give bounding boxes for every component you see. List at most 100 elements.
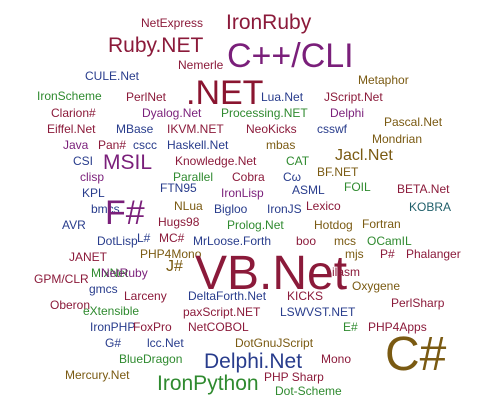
word-gmcs: gmcs bbox=[89, 282, 118, 296]
word-cule-net: CULE.Net bbox=[85, 69, 140, 83]
word-nlua: NLua bbox=[174, 199, 203, 213]
word-gpm-clr: GPM/CLR bbox=[34, 272, 89, 286]
word-deltaforth-net: DeltaForth.Net bbox=[188, 289, 267, 303]
word-c: Cω bbox=[283, 170, 302, 184]
word-parallel: Parallel bbox=[173, 170, 214, 184]
word-c-cli: C++/CLI bbox=[227, 37, 354, 75]
word-beta-net: BETA.Net bbox=[397, 182, 450, 196]
word-ocamil: OCamIL bbox=[367, 234, 412, 248]
word-nemerle: Nemerle bbox=[178, 58, 224, 72]
word-cobra: Cobra bbox=[232, 170, 265, 184]
word-clisp: clisp bbox=[80, 170, 105, 184]
word-php-sharp: PHP Sharp bbox=[264, 370, 324, 384]
word-paxscript-net: paxScript.NET bbox=[183, 305, 261, 319]
word-msil: MSIL bbox=[103, 151, 153, 174]
word-delphi: Delphi bbox=[330, 106, 365, 120]
word-netruby: NetRuby bbox=[101, 266, 148, 280]
word-mjs: mjs bbox=[345, 247, 364, 261]
word-mondrian: Mondrian bbox=[372, 132, 423, 146]
word-lua-net: Lua.Net bbox=[261, 90, 304, 104]
word-java: Java bbox=[63, 138, 89, 152]
word-php4mono: PHP4Mono bbox=[140, 247, 202, 261]
word-eiffel-net: Eiffel.Net bbox=[47, 122, 96, 136]
word-l: L# bbox=[137, 231, 151, 245]
word-oxygene: Oxygene bbox=[352, 279, 401, 293]
word-ironphp: IronPHP bbox=[90, 320, 136, 334]
word-delphi-net: Delphi.Net bbox=[204, 350, 303, 373]
word-mrloose-forth: MrLoose.Forth bbox=[193, 234, 272, 248]
word-lswvst-net: LSWVST.NET bbox=[280, 305, 356, 319]
word-bf-net: BF.NET bbox=[317, 165, 359, 179]
word-ftn95: FTN95 bbox=[160, 181, 197, 195]
word-hotdog: Hotdog bbox=[314, 218, 353, 232]
word-perlnet: PerlNet bbox=[126, 90, 167, 104]
word-processing-net: Processing.NET bbox=[221, 106, 308, 120]
word-dotgnujscript: DotGnuJScript bbox=[235, 336, 314, 350]
word-mixnet: MixNet bbox=[91, 266, 129, 280]
word-larceny: Larceny bbox=[124, 289, 167, 303]
word-asml: ASML bbox=[292, 183, 325, 197]
word-csswf: csswf bbox=[317, 122, 347, 136]
word-pan: Pan# bbox=[98, 138, 127, 152]
word-haskell-net: Haskell.Net bbox=[167, 138, 229, 152]
word-c: C# bbox=[385, 328, 447, 381]
word-pascal-net: Pascal.Net bbox=[384, 115, 443, 129]
word-g: G# bbox=[105, 336, 122, 350]
word-knowledge-net: Knowledge.Net bbox=[175, 154, 257, 168]
word-dot-scheme: Dot-Scheme bbox=[275, 384, 342, 398]
word-phalanger: Phalanger bbox=[406, 247, 461, 261]
word-dotlisp: DotLisp bbox=[97, 234, 138, 248]
word-oberon: Oberon bbox=[50, 298, 91, 312]
word-lcc-net: lcc.Net bbox=[147, 336, 184, 350]
word-kpl: KPL bbox=[82, 186, 105, 200]
word-prolog-net: Prolog.Net bbox=[227, 218, 284, 232]
word-neokicks: NeoKicks bbox=[246, 122, 297, 136]
word-perlsharp: PerlSharp bbox=[391, 296, 445, 310]
word-ironscheme: IronScheme bbox=[37, 89, 102, 103]
word-net: .NET bbox=[186, 74, 264, 112]
word-ironlisp: IronLisp bbox=[221, 186, 264, 200]
word-ilasm: ilasm bbox=[332, 265, 361, 279]
word-hugs98: Hugs98 bbox=[158, 215, 200, 229]
word-mbase: MBase bbox=[116, 122, 154, 136]
word-vb-net: VB.Net bbox=[195, 247, 348, 300]
word-mc: MC# bbox=[159, 231, 185, 245]
word-ironpython: IronPython bbox=[157, 372, 259, 395]
word-kicks: KICKS bbox=[287, 289, 324, 303]
word-kobra: KOBRA bbox=[409, 200, 452, 214]
word-bmcs: bmcs bbox=[91, 202, 120, 216]
word-jacl-net: Jacl.Net bbox=[335, 147, 393, 164]
word-clarion: Clarion# bbox=[51, 106, 96, 120]
word-mbas: mbas bbox=[266, 138, 296, 152]
word-netcobol: NetCOBOL bbox=[188, 320, 249, 334]
word-foxpro: FoxPro bbox=[133, 320, 172, 334]
word-f: F# bbox=[105, 194, 145, 232]
word-php4apps: PHP4Apps bbox=[368, 320, 427, 334]
word-boo: boo bbox=[296, 234, 317, 248]
word-e: E# bbox=[343, 320, 358, 334]
word-ironruby: IronRuby bbox=[226, 11, 312, 34]
word-ironjs: IronJS bbox=[267, 202, 302, 216]
word-bluedragon: BlueDragon bbox=[119, 352, 183, 366]
word-netexpress: NetExpress bbox=[141, 16, 204, 30]
word-dyalog-net: Dyalog.Net bbox=[142, 106, 202, 120]
word-p: P# bbox=[380, 247, 395, 261]
word-janet: JANET bbox=[69, 250, 108, 264]
word-ruby-net: Ruby.NET bbox=[108, 34, 204, 57]
word-foil: FOIL bbox=[344, 180, 371, 194]
word-avr: AVR bbox=[62, 218, 86, 232]
word-cat: CAT bbox=[286, 154, 310, 168]
word-ikvm-net: IKVM.NET bbox=[167, 122, 224, 136]
word-j: J# bbox=[166, 258, 183, 275]
word-cscc: cscc bbox=[133, 138, 157, 152]
word-mono: Mono bbox=[321, 352, 352, 366]
word-mercury-net: Mercury.Net bbox=[65, 368, 130, 382]
word-metaphor: Metaphor bbox=[358, 73, 409, 87]
word-jscript-net: JScript.Net bbox=[324, 90, 383, 104]
word-lexico: Lexico bbox=[306, 199, 341, 213]
word-extensible: eXtensible bbox=[83, 304, 140, 318]
word-fortran: Fortran bbox=[362, 217, 401, 231]
word-bigloo: Bigloo bbox=[214, 202, 248, 216]
word-csi: CSI bbox=[73, 154, 94, 168]
